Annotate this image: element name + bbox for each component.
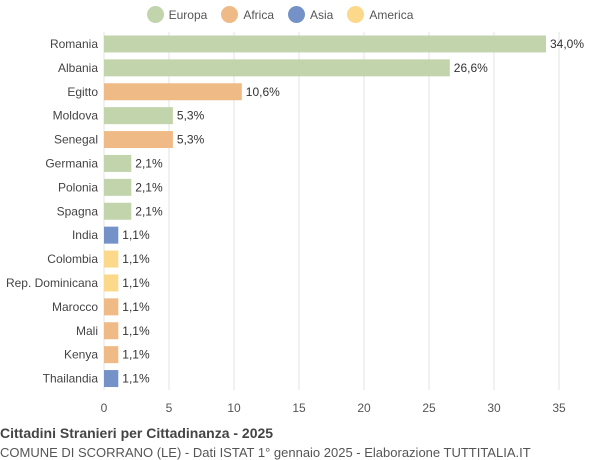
- value-label: 5,3%: [177, 133, 205, 147]
- category-label: Marocco: [52, 300, 98, 314]
- category-label: Spagna: [57, 204, 99, 218]
- value-label: 2,1%: [135, 180, 163, 194]
- chart-legend: Europa Africa Asia America: [0, 6, 560, 23]
- x-tick-label: 0: [101, 401, 108, 415]
- value-label: 1,1%: [122, 372, 150, 386]
- value-label: 1,1%: [122, 276, 150, 290]
- bar: [104, 226, 119, 244]
- bar: [104, 154, 132, 172]
- value-label: 1,1%: [122, 348, 150, 362]
- bar: [104, 131, 173, 149]
- category-label: Polonia: [58, 180, 98, 194]
- bar: [104, 370, 119, 388]
- category-label: Romania: [50, 37, 98, 51]
- category-label: Kenya: [64, 348, 98, 362]
- x-tick-label: 30: [487, 401, 501, 415]
- value-label: 2,1%: [135, 156, 163, 170]
- x-tick-label: 15: [292, 401, 306, 415]
- category-label: Senegal: [54, 133, 98, 147]
- legend-swatch-america: [347, 6, 365, 23]
- category-label: Rep. Dominicana: [6, 276, 98, 290]
- value-label: 1,1%: [122, 300, 150, 314]
- category-label: Albania: [58, 61, 98, 75]
- legend-item-america[interactable]: America: [347, 6, 413, 23]
- category-label: Moldova: [53, 109, 99, 123]
- legend-item-africa[interactable]: Africa: [221, 6, 274, 23]
- value-label: 5,3%: [177, 109, 205, 123]
- bar: [104, 298, 119, 316]
- bar: [104, 83, 242, 101]
- bar: [104, 35, 546, 53]
- bar-chart: 0 5 10 15 20 25 30 35 Romania 34,0% Albania 26,6% Eg…: [6, 32, 584, 415]
- bar: [104, 178, 132, 196]
- bar: [104, 250, 119, 268]
- bar: [104, 322, 119, 340]
- x-tick-label: 20: [357, 401, 371, 415]
- category-label: Germania: [45, 156, 98, 170]
- category-label: Colombia: [47, 252, 98, 266]
- bar: [104, 59, 450, 77]
- legend-label-america: America: [369, 7, 414, 22]
- value-label: 1,1%: [122, 252, 150, 266]
- value-label: 1,1%: [122, 324, 150, 338]
- legend-item-asia[interactable]: Asia: [288, 6, 333, 23]
- legend-swatch-africa: [221, 6, 239, 23]
- value-label: 26,6%: [454, 61, 488, 75]
- legend-label-europa: Europa: [168, 7, 208, 22]
- x-tick-label: 10: [227, 401, 241, 415]
- value-label: 2,1%: [135, 204, 163, 218]
- legend-label-asia: Asia: [310, 7, 334, 22]
- bar: [104, 107, 173, 125]
- legend-label-africa: Africa: [243, 7, 275, 22]
- x-tick-label: 35: [552, 401, 566, 415]
- value-label: 1,1%: [122, 228, 150, 242]
- legend-item-europa[interactable]: Europa: [146, 6, 208, 23]
- category-label: Egitto: [67, 85, 98, 99]
- bar: [104, 202, 132, 220]
- legend-swatch-europa: [146, 6, 164, 23]
- bar: [104, 346, 119, 364]
- chart-subtitle: COMUNE DI SCORRANO (LE) - Dati ISTAT 1° …: [0, 445, 531, 460]
- chart-title: Cittadini Stranieri per Cittadinanza - 2…: [0, 425, 274, 441]
- value-label: 10,6%: [246, 85, 280, 99]
- category-label: Thailandia: [43, 372, 99, 386]
- x-tick-label: 5: [166, 401, 173, 415]
- bar: [104, 274, 119, 292]
- category-label: Mali: [76, 324, 98, 338]
- category-label: India: [72, 228, 98, 242]
- x-tick-label: 25: [422, 401, 436, 415]
- value-label: 34,0%: [550, 37, 584, 51]
- legend-swatch-asia: [288, 6, 306, 23]
